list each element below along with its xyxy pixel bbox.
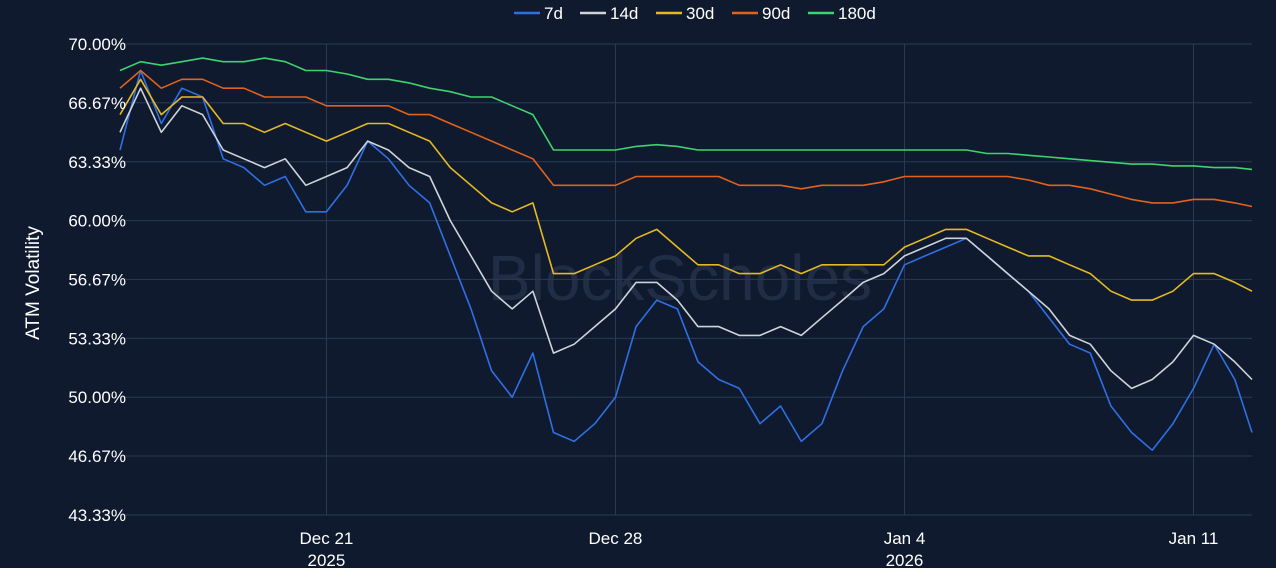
legend-item-14d[interactable]: 14d xyxy=(580,4,638,23)
legend-label: 90d xyxy=(762,4,790,23)
y-tick-label: 70.00% xyxy=(68,35,126,54)
legend-item-180d[interactable]: 180d xyxy=(808,4,876,23)
legend-label: 180d xyxy=(838,4,876,23)
watermark-text: BlockScholes xyxy=(488,242,872,314)
y-tick-label: 50.00% xyxy=(68,388,126,407)
x-tick-label: Jan 4 xyxy=(884,529,926,548)
series-line-30d xyxy=(119,78,1253,301)
legend-label: 30d xyxy=(686,4,714,23)
series-line-7d xyxy=(119,69,1253,452)
x-tick-year-label: 2026 xyxy=(886,551,924,568)
y-tick-label: 63.33% xyxy=(68,153,126,172)
x-tick-label: Dec 28 xyxy=(589,529,643,548)
y-axis-title: ATM Volatility xyxy=(23,226,44,340)
grid xyxy=(120,43,1252,516)
x-tick-year-label: 2025 xyxy=(308,551,346,568)
x-tick-label: Jan 11 xyxy=(1169,529,1219,548)
legend-label: 14d xyxy=(610,4,638,23)
y-tick-label: 43.33% xyxy=(68,506,126,525)
series-line-14d xyxy=(119,87,1253,390)
legend-item-90d[interactable]: 90d xyxy=(732,4,790,23)
y-axis: 70.00% 66.67% 63.33% 60.00% 56.67% 53.33% 50.0… xyxy=(68,35,126,525)
series-lines xyxy=(119,57,1253,452)
legend-item-30d[interactable]: 30d xyxy=(656,4,714,23)
x-axis: Dec 21 2025 Dec 28 Jan 4 2026 Jan 11 xyxy=(300,529,1219,568)
y-tick-label: 60.00% xyxy=(68,212,126,231)
series-line-90d xyxy=(119,69,1253,208)
legend-item-7d[interactable]: 7d xyxy=(514,4,563,23)
legend[interactable]: 7d 14d 30d 90d 180d xyxy=(514,4,876,23)
y-tick-label: 53.33% xyxy=(68,329,126,348)
series-line-180d xyxy=(119,57,1253,171)
x-tick-label: Dec 21 xyxy=(300,529,354,548)
y-tick-label: 66.67% xyxy=(68,94,126,113)
legend-label: 7d xyxy=(544,4,563,23)
y-tick-label: 56.67% xyxy=(68,270,126,289)
y-tick-label: 46.67% xyxy=(68,447,126,466)
